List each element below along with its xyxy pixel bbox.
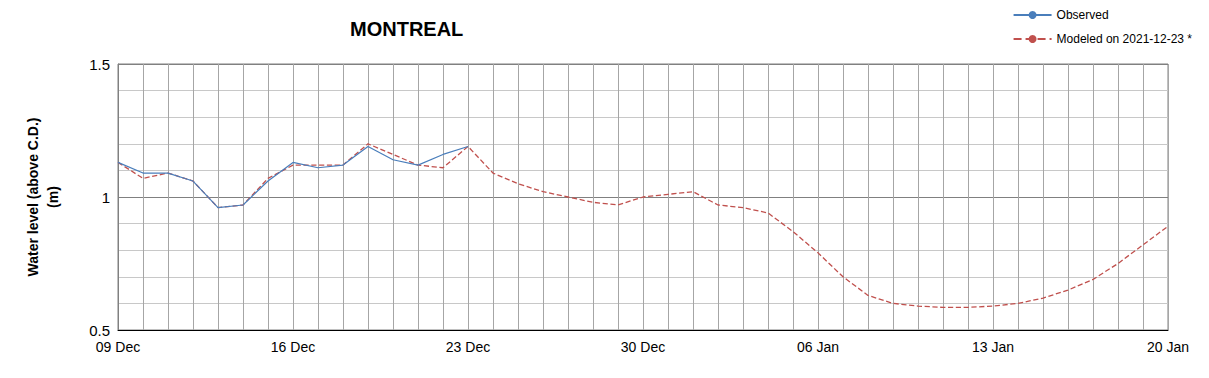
svg-text:MONTREAL: MONTREAL bbox=[350, 18, 463, 40]
svg-text:0.5: 0.5 bbox=[89, 322, 110, 339]
svg-text:06 Jan: 06 Jan bbox=[797, 339, 839, 355]
svg-text:Modeled on 2021-12-23 *: Modeled on 2021-12-23 * bbox=[1057, 32, 1193, 46]
svg-text:20 Jan: 20 Jan bbox=[1147, 339, 1189, 355]
svg-text:30 Dec: 30 Dec bbox=[621, 339, 665, 355]
svg-text:23 Dec: 23 Dec bbox=[446, 339, 490, 355]
svg-text:Water level (above C.D.): Water level (above C.D.) bbox=[25, 118, 41, 277]
svg-text:16 Dec: 16 Dec bbox=[271, 339, 315, 355]
svg-text:Observed: Observed bbox=[1057, 8, 1109, 22]
svg-text:09 Dec: 09 Dec bbox=[96, 339, 140, 355]
svg-text:(m): (m) bbox=[45, 186, 61, 208]
svg-text:13 Jan: 13 Jan bbox=[972, 339, 1014, 355]
svg-text:1.5: 1.5 bbox=[89, 56, 110, 73]
svg-text:1: 1 bbox=[102, 189, 110, 206]
